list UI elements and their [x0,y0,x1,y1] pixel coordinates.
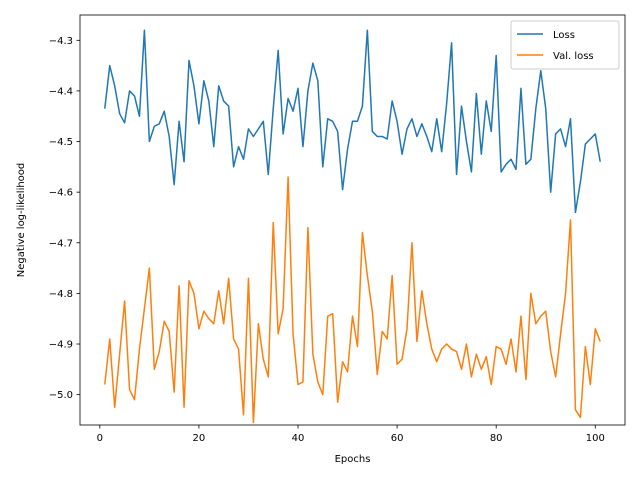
series-line-loss [104,29,601,214]
legend-box [510,20,620,70]
y-tick-label: −4.6 [49,188,73,199]
legend-label-loss: Loss [553,30,575,41]
y-tick-label: −5.0 [49,390,73,401]
legend-label-val-loss: Val. loss [553,51,594,62]
y-tick-label: −4.3 [49,36,73,47]
x-tick-label: 0 [97,433,103,444]
axes-frame [79,14,626,426]
plot-area [104,29,601,424]
y-axis-label: Negative log-likelihood [16,163,27,278]
series-line-val-loss [104,176,601,424]
x-tick-label: 40 [292,433,305,444]
legend: Loss Val. loss [510,20,620,70]
x-tick-label: 80 [490,433,503,444]
y-tick-label: −4.7 [49,238,73,249]
x-axis-label: Epochs [335,454,371,465]
y-axis: −5.0 −4.9 −4.8 −4.7 −4.6 −4.5 −4.4 −4.3 [49,36,80,401]
x-tick-label: 60 [391,433,404,444]
y-tick-label: −4.4 [49,86,73,97]
y-tick-label: −4.8 [49,289,73,300]
y-tick-label: −4.5 [49,137,73,148]
y-tick-label: −4.9 [49,340,73,351]
x-tick-label: 100 [586,433,605,444]
x-axis: 0 20 40 60 80 100 [97,425,605,444]
x-tick-label: 20 [193,433,206,444]
